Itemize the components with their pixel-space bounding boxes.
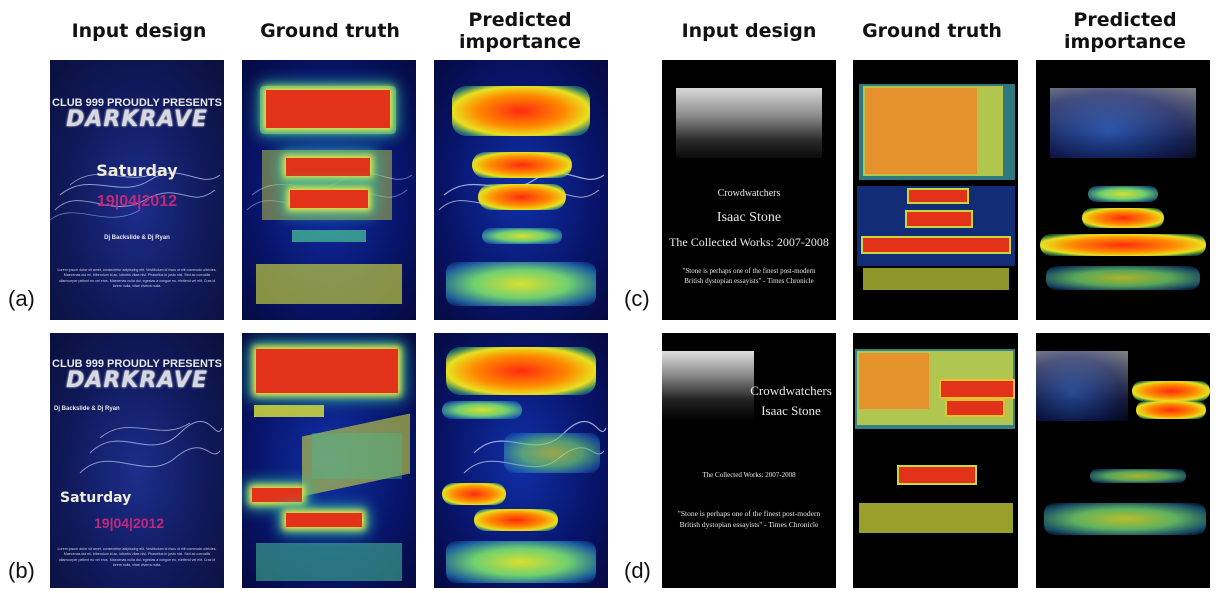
gt-region-djs: [254, 405, 324, 417]
poster-title: DARKRAVE: [66, 368, 208, 393]
pred-region-day: [442, 483, 506, 505]
book-title: Crowdwatchers: [750, 383, 832, 398]
gt-region-collected-works: [899, 467, 975, 483]
gt-region-djs: [292, 230, 366, 242]
panel-c-input-design: Crowdwatchers Isaac Stone The Collected …: [662, 60, 836, 320]
pred-region-day: [472, 152, 572, 178]
pred-region-djs: [442, 401, 522, 419]
panel-a-predicted-importance: [434, 60, 608, 320]
panel-d-ground-truth: [853, 333, 1018, 588]
pred-region-photo: [1050, 88, 1196, 158]
pred-region-book-title: [1132, 381, 1210, 401]
gt-region-body: [256, 543, 402, 581]
panel-d-input-design: Crowdwatchers Isaac Stone The Collected …: [662, 333, 836, 588]
crowd-photo: [676, 88, 822, 158]
gt-region-photo: [865, 88, 977, 174]
header-input-design-right: Input design: [681, 20, 817, 42]
gt-region-day: [252, 488, 302, 502]
row-label-d: (d): [624, 558, 651, 583]
panel-b-input-design: CLUB 999 PROUDLY PRESENTS DARKRAVE Dj Ba…: [50, 333, 224, 588]
pred-region-title: [446, 347, 596, 395]
book-author: Isaac Stone: [761, 403, 821, 418]
poster-club-text: CLUB 999 PROUDLY PRESENTS: [52, 358, 222, 370]
poster-title: DARKRAVE: [66, 107, 208, 132]
pred-region-djs: [482, 228, 562, 244]
pred-region-author: [1082, 208, 1164, 228]
gt-region-photo: [859, 353, 929, 409]
gt-region-body: [256, 264, 402, 304]
poster-djs: Dj Backslide & Dj Ryan: [104, 235, 170, 241]
pred-region-author: [1136, 401, 1206, 419]
panel-b-predicted-importance: [434, 333, 608, 588]
header-predicted-importance-right: Predicted importance: [1035, 9, 1215, 53]
pred-region-quote: [1046, 266, 1200, 290]
gt-region-author: [947, 401, 1003, 415]
pred-region-body: [446, 262, 596, 306]
pred-region-date: [478, 184, 566, 210]
book-quote: "Stone is perhaps one of the finest post…: [677, 509, 821, 529]
panel-a-input-design: CLUB 999 PROUDLY PRESENTS DARKRAVE Satur…: [50, 60, 224, 320]
book-collected-works: The Collected Works: 2007-2008: [702, 471, 796, 479]
header-predicted-line1: Predicted: [468, 9, 572, 31]
poster-date: 19|04|2012: [96, 193, 178, 210]
row-label-b: (b): [8, 558, 35, 583]
gt-region-title: [256, 349, 398, 393]
header-predicted-line2: importance: [459, 31, 581, 53]
gt-region-book-title: [909, 190, 967, 202]
poster-djs: Dj Backslide & Dj Ryan: [54, 406, 120, 412]
panel-c-predicted-importance: [1036, 60, 1210, 320]
gt-region-date: [286, 513, 362, 527]
panel-a-ground-truth: [242, 60, 416, 320]
poster-day: Saturday: [60, 490, 132, 506]
pred-region-book-title: [1088, 186, 1158, 202]
header-ground-truth-right: Ground truth: [862, 20, 1002, 42]
pred-region-title: [452, 86, 590, 136]
pred-region-collected-works: [1040, 234, 1206, 256]
header-predicted-line1: Predicted: [1073, 9, 1177, 31]
pred-region-quote: [1044, 503, 1206, 535]
pred-region-body: [446, 541, 596, 583]
poster-day: Saturday: [96, 161, 178, 180]
light-streaks-graphic: [79, 421, 223, 474]
header-ground-truth-left: Ground truth: [260, 20, 400, 42]
pred-region-photo: [1036, 351, 1128, 421]
gt-region-title: [266, 90, 390, 128]
poster-date: 19|04|2012: [94, 515, 165, 531]
pred-region-date: [474, 509, 558, 531]
poster-body-text: Lorem ipsum dolor sit amet, consectetur …: [57, 547, 217, 568]
gt-region-graphic-halo: [312, 433, 402, 479]
panel-b-ground-truth: [242, 333, 416, 588]
book-author: Isaac Stone: [716, 210, 782, 225]
book-quote: "Stone is perhaps one of the finest post…: [682, 267, 816, 285]
pred-region-collected-works: [1090, 469, 1186, 483]
book-collected-works: The Collected Works: 2007-2008: [669, 235, 829, 249]
crowd-photo: [662, 351, 754, 421]
gt-region-book-title: [941, 381, 1013, 397]
header-predicted-importance-left: Predicted importance: [430, 9, 610, 53]
gt-region-quote: [863, 268, 1009, 290]
gt-region-quote: [859, 503, 1013, 533]
gt-region-date: [290, 190, 368, 208]
header-input-design-left: Input design: [71, 20, 207, 42]
gt-region-collected-works: [863, 238, 1009, 252]
row-label-a: (a): [8, 286, 35, 311]
header-predicted-line2: importance: [1064, 31, 1186, 53]
pred-region-graphic: [504, 433, 600, 473]
poster-body-text: Lorem ipsum dolor sit amet, consectetur …: [57, 268, 217, 289]
row-label-c: (c): [624, 286, 650, 311]
panel-c-ground-truth: [853, 60, 1018, 320]
panel-d-predicted-importance: [1036, 333, 1210, 588]
book-title: Crowdwatchers: [717, 188, 781, 199]
poster-club-text: CLUB 999 PROUDLY PRESENTS: [52, 97, 222, 109]
gt-region-day: [286, 158, 370, 176]
light-streaks-graphic: [50, 169, 221, 221]
gt-region-author: [907, 212, 971, 226]
